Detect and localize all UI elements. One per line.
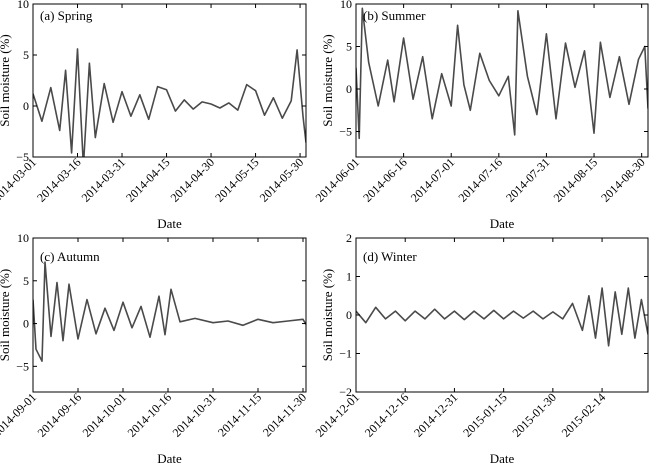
x-tick-label: 2014-06-16 [360,155,409,204]
series-line-0 [33,48,306,157]
plot-frame [32,3,307,158]
y-tick-label: 0 [346,308,352,322]
y-axis-label: Soil moisture (%) [0,269,12,361]
x-axis-label: Date [157,216,182,231]
series-line-0 [33,261,306,363]
x-tick-label: 2014-07-16 [455,155,504,204]
x-tick-label: 2014-08-15 [551,155,600,204]
y-tick-label: −2 [339,385,352,399]
plot-frame [355,3,649,158]
x-axis-label: Date [490,451,515,465]
y-tick-label: 5 [346,40,352,54]
y-tick-label: 0 [23,317,29,331]
y-tick-label: 10 [17,231,29,245]
y-tick-label: 10 [340,0,352,11]
y-tick-label: 1 [346,270,352,284]
panel-autumn: 1050−52014-09-012014-09-162014-10-012014… [0,231,309,465]
x-tick-label: 2014-09-01 [0,390,39,439]
x-tick-label: 2014-10-16 [125,390,174,439]
y-tick-label: −5 [16,150,29,164]
y-tick-label: 0 [346,82,352,96]
y-tick-label: 0 [23,99,29,113]
y-tick-label: −5 [16,359,29,373]
plot-frame [32,237,307,393]
y-axis-label: Soil moisture (%) [320,34,335,126]
y-tick-label: 5 [23,274,29,288]
x-tick-label: 2015-01-30 [509,390,558,439]
panel-title: (c) Autumn [40,249,100,264]
y-tick-label: −1 [339,347,352,361]
panel-title: (a) Spring [40,8,93,23]
y-tick-label: 2 [346,231,352,245]
x-tick-label: 2014-05-30 [257,155,306,204]
x-tick-label: 2014-03-16 [34,155,83,204]
panel-title: (b) Summer [363,8,426,23]
x-tick-label: 2014-07-01 [408,155,457,204]
panel-title: (d) Winter [363,249,417,264]
x-tick-label: 2014-08-30 [598,155,647,204]
series-line-0 [356,7,648,140]
panel-summer: 1050−52014-06-012014-06-162014-07-012014… [313,0,649,231]
x-axis-label: Date [490,216,515,231]
x-tick-label: 2015-02-14 [559,390,608,439]
x-axis-label: Date [157,451,182,465]
x-tick-label: 2014-05-15 [212,155,261,204]
y-tick-label: 5 [23,48,29,62]
x-tick-label: 2014-03-31 [79,155,128,204]
x-tick-label: 2014-10-31 [170,390,219,439]
x-tick-label: 2014-12-16 [362,390,411,439]
series-line-0 [356,287,648,347]
x-tick-label: 2014-06-01 [313,155,362,204]
x-tick-label: 2014-12-31 [411,390,460,439]
x-tick-label: 2014-11-15 [215,390,264,439]
x-tick-label: 2014-10-01 [80,390,129,439]
panel-spring: 1050−52014-03-012014-03-162014-03-312014… [0,0,307,231]
x-tick-label: 2014-12-01 [313,390,362,439]
x-tick-label: 2014-04-30 [168,155,217,204]
x-tick-label: 2015-01-15 [460,390,509,439]
x-tick-label: 2014-11-30 [260,390,309,439]
y-axis-label: Soil moisture (%) [320,269,335,361]
x-tick-label: 2014-07-31 [503,155,552,204]
y-axis-label: Soil moisture (%) [0,34,12,126]
x-tick-label: 2014-09-16 [35,390,84,439]
y-tick-label: −5 [339,125,352,139]
y-tick-label: 10 [17,0,29,11]
x-tick-label: 2014-04-15 [123,155,172,204]
